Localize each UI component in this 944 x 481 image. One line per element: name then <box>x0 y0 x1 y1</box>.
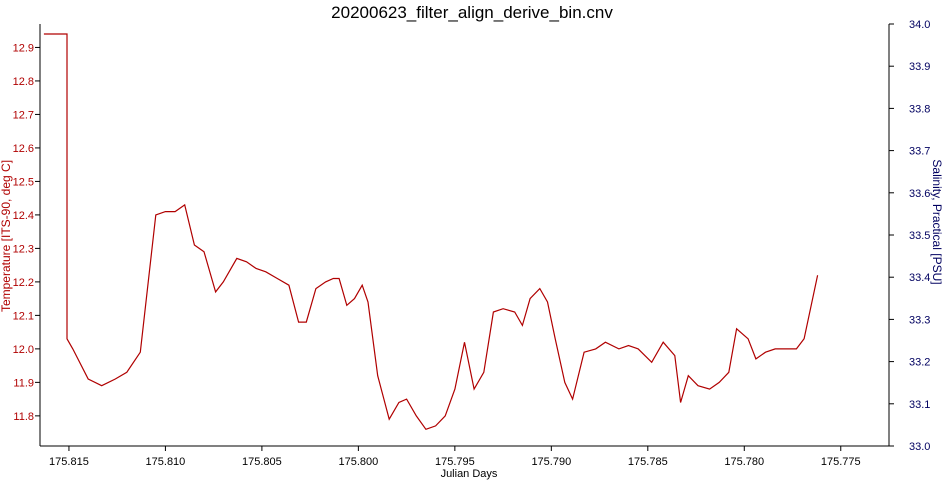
x-axis-label: Julian Days <box>441 468 498 480</box>
right-ticks: 34.0 33.9 33.8 33.7 33.6 33.5 33.4 33.3 33.2 33.1… <box>889 19 930 453</box>
left-tick-label: 12.7 <box>13 109 34 121</box>
left-tick-label: 12.2 <box>13 277 34 289</box>
right-tick-label: 33.5 <box>909 230 930 242</box>
right-tick-label: 33.1 <box>909 399 930 411</box>
x-tick-label: 175.815 <box>49 456 89 468</box>
right-tick-label: 33.9 <box>909 61 930 73</box>
left-tick-label: 12.9 <box>13 42 34 54</box>
right-tick-label: 34.0 <box>909 19 930 31</box>
x-tick-label: 175.790 <box>531 456 571 468</box>
left-tick-label: 12.1 <box>13 310 34 322</box>
left-ticks: 12.9 12.8 12.7 12.6 12.5 12.4 12.3 12.2 12.1 12.0… <box>13 42 40 423</box>
axes <box>39 24 890 447</box>
left-tick-label: 11.8 <box>13 411 34 423</box>
x-tick-label: 175.780 <box>724 456 764 468</box>
left-tick-label: 11.9 <box>13 377 34 389</box>
right-tick-label: 33.3 <box>909 314 930 326</box>
x-tick-label: 175.810 <box>146 456 186 468</box>
chart-title: 20200623_filter_align_derive_bin.cnv <box>331 3 613 22</box>
left-tick-label: 12.3 <box>13 243 34 255</box>
x-tick-label: 175.785 <box>628 456 668 468</box>
x-tick-label: 175.775 <box>821 456 861 468</box>
left-tick-label: 12.8 <box>13 76 34 88</box>
x-tick-label: 175.800 <box>338 456 378 468</box>
right-tick-label: 33.2 <box>909 357 930 369</box>
right-tick-label: 33.4 <box>909 272 930 284</box>
left-tick-label: 12.5 <box>13 176 34 188</box>
x-tick-label: 175.795 <box>435 456 475 468</box>
right-tick-label: 33.6 <box>909 188 930 200</box>
x-ticks: 175.815 175.810 175.805 175.800 175.795 175.7… <box>49 446 861 468</box>
right-tick-label: 33.8 <box>909 103 930 115</box>
right-tick-label: 33.0 <box>909 441 930 453</box>
left-tick-label: 12.0 <box>13 344 34 356</box>
left-axis-label: Temperature [ITS-90, deg C] <box>0 160 13 312</box>
left-tick-label: 12.4 <box>13 210 34 222</box>
right-tick-label: 33.7 <box>909 146 930 158</box>
left-tick-label: 12.6 <box>13 143 34 155</box>
x-tick-label: 175.805 <box>242 456 282 468</box>
right-axis-label: Salinity, Practical [PSU] <box>930 159 944 284</box>
temperature-series-line <box>43 33 819 431</box>
